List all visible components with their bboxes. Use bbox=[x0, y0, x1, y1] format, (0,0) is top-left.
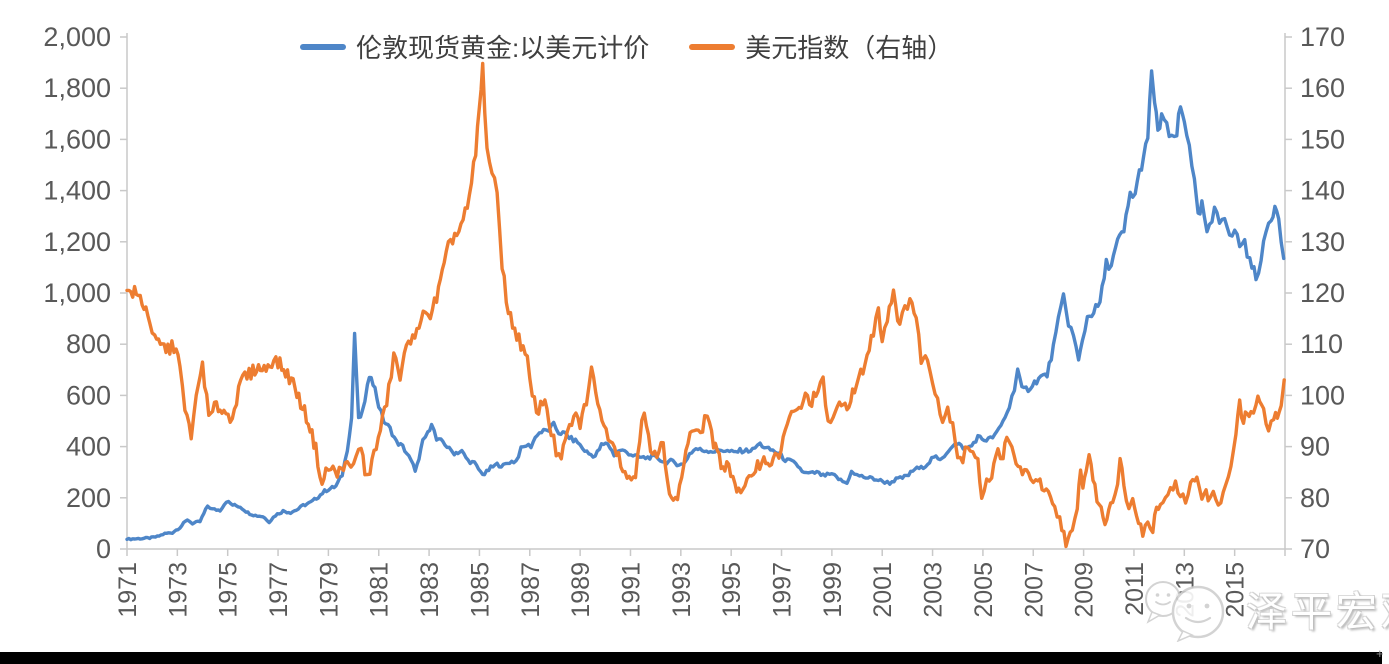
left-axis-tick-label: 400 bbox=[66, 432, 111, 462]
x-axis: 1971 1973 1975 1977 1979 1981 1983 1985 1987 1989… bbox=[114, 549, 1286, 618]
right-axis-tick-label: 110 bbox=[1300, 329, 1343, 359]
dxy-line-swatch bbox=[689, 43, 736, 50]
x-axis-year-label: 1981 bbox=[366, 562, 394, 618]
right-axis: 70 80 90 100 110 120 130 140 150 160 170 bbox=[1285, 22, 1345, 564]
left-axis-tick-label: 1,800 bbox=[43, 73, 111, 103]
left-axis-tick-label: 0 bbox=[96, 534, 111, 564]
gold-line-swatch bbox=[300, 43, 346, 50]
left-axis: 0 200 400 600 800 1,000 1,200 1,400 1,600 1,800 2,… bbox=[43, 22, 127, 564]
x-axis-year-label: 2007 bbox=[1020, 562, 1048, 618]
left-axis-tick-label: 2,000 bbox=[43, 22, 111, 52]
axes bbox=[126, 33, 1286, 550]
right-axis-tick-label: 170 bbox=[1300, 22, 1345, 52]
right-axis-tick-label: 150 bbox=[1300, 124, 1345, 154]
plus-cursor-glyph: + bbox=[1376, 646, 1384, 661]
right-axis-tick-label: 160 bbox=[1300, 73, 1345, 103]
x-axis-year-label: 1985 bbox=[466, 562, 494, 618]
right-axis-tick-label: 90 bbox=[1300, 432, 1330, 462]
bottom-black-bar bbox=[0, 652, 1382, 664]
x-axis-year-label: 1987 bbox=[517, 562, 545, 618]
left-axis-tick-label: 1,400 bbox=[43, 176, 111, 206]
right-axis-tick-label: 100 bbox=[1300, 380, 1345, 410]
x-axis-year-label: 1997 bbox=[769, 562, 797, 618]
x-axis-year-label: 2003 bbox=[920, 562, 948, 618]
left-axis-tick-label: 1,600 bbox=[43, 124, 111, 154]
right-axis-tick-label: 140 bbox=[1300, 176, 1345, 206]
right-axis-tick-label: 130 bbox=[1300, 227, 1345, 257]
x-axis-year-label: 1989 bbox=[567, 562, 595, 618]
x-axis-year-label: 1975 bbox=[215, 562, 243, 618]
left-axis-tick-label: 600 bbox=[66, 380, 111, 410]
legend-item-dxy: 美元指数（右轴） bbox=[689, 28, 953, 65]
legend: 伦敦现货黄金:以美元计价 美元指数（右轴） bbox=[300, 28, 953, 65]
x-axis-year-label: 1993 bbox=[668, 562, 696, 618]
legend-item-gold: 伦敦现货黄金:以美元计价 bbox=[300, 28, 649, 65]
x-axis-year-label: 1973 bbox=[164, 562, 192, 618]
left-axis-tick-label: 800 bbox=[66, 329, 111, 359]
dxy-series-line bbox=[125, 61, 1286, 549]
x-axis-year-label: 2011 bbox=[1121, 562, 1149, 616]
x-axis-year-label: 1983 bbox=[416, 562, 444, 618]
x-axis-year-label: 2001 bbox=[869, 562, 897, 618]
x-axis-year-label: 1979 bbox=[315, 562, 343, 618]
x-axis-year-label: 1999 bbox=[819, 562, 847, 618]
x-axis-year-label: 1995 bbox=[718, 562, 746, 618]
x-axis-year-label: 1977 bbox=[265, 562, 293, 618]
x-axis-year-label: 1991 bbox=[617, 562, 645, 618]
right-axis-tick-label: 80 bbox=[1300, 483, 1330, 513]
x-axis-year-label: 2009 bbox=[1071, 562, 1099, 618]
right-axis-tick-label: 70 bbox=[1300, 534, 1330, 564]
left-axis-tick-label: 1,000 bbox=[43, 278, 111, 308]
right-axis-tick-label: 120 bbox=[1300, 278, 1345, 308]
x-axis-year-label: 2005 bbox=[970, 562, 998, 618]
dxy-legend-label: 美元指数（右轴） bbox=[745, 33, 954, 63]
x-axis-year-label: 2013 bbox=[1171, 562, 1199, 618]
x-axis-year-label: 1971 bbox=[114, 562, 142, 618]
left-axis-tick-label: 1,200 bbox=[43, 227, 111, 257]
left-axis-tick-label: 200 bbox=[66, 483, 111, 513]
gold-series-line bbox=[125, 69, 1286, 542]
x-axis-year-label: 2015 bbox=[1222, 562, 1250, 618]
gold-legend-label: 伦敦现货黄金:以美元计价 bbox=[356, 33, 650, 63]
